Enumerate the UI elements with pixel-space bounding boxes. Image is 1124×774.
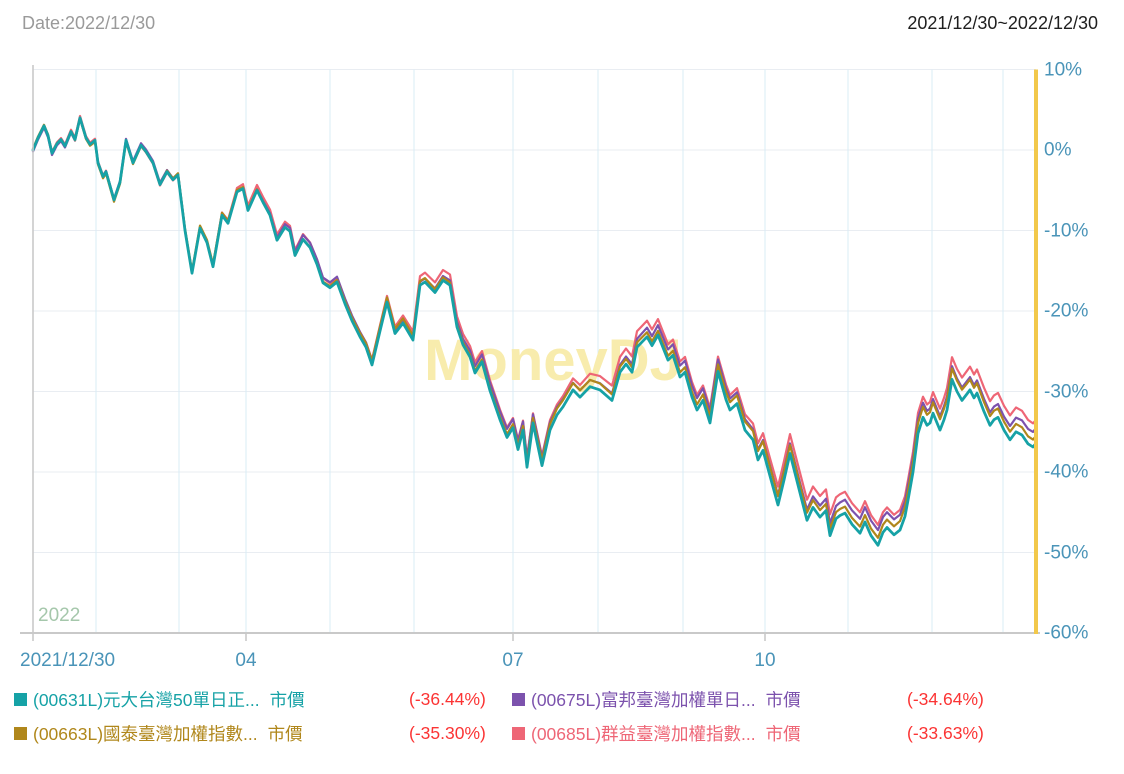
series-line-00675L — [31, 117, 1038, 532]
legend-color-swatch — [14, 693, 27, 706]
x-tick-label: 07 — [502, 650, 523, 671]
price-type-label: 市價 — [765, 690, 801, 710]
price-type-label: 市價 — [765, 724, 801, 744]
x-tick-label: 10 — [754, 650, 775, 671]
x-start-label: 2021/12/30 — [20, 650, 115, 671]
y-tick-label: 0% — [1044, 140, 1072, 161]
y-tick-label: 10% — [1044, 60, 1082, 81]
legend-item-00663L[interactable]: (00663L)國泰臺灣加權指數... 市價 (-35.30%) — [14, 721, 512, 746]
legend-item-00675L[interactable]: (00675L)富邦臺灣加權單日... 市價 (-34.64%) — [512, 687, 1010, 712]
series-line-00631L — [31, 116, 1038, 547]
y-tick-label: -50% — [1044, 543, 1088, 564]
legend-series-name: (00675L)富邦臺灣加權單日... 市價 — [531, 687, 907, 712]
axes — [20, 65, 1040, 641]
legend-color-swatch — [512, 693, 525, 706]
date-range-label: 2021/12/30~2022/12/30 — [907, 13, 1098, 33]
legend-row: (00663L)國泰臺灣加權指數... 市價 (-35.30%) (00685L)… — [14, 721, 1118, 746]
performance-chart[interactable]: MoneyDJ 10% 0% -10% -20% -30% -40% -50% … — [0, 0, 1124, 680]
legend-item-00685L[interactable]: (00685L)群益臺灣加權指數... 市價 (-33.63%) — [512, 721, 1010, 746]
y-tick-label: -10% — [1044, 221, 1088, 242]
legend-series-name: (00663L)國泰臺灣加權指數... 市價 — [33, 721, 409, 746]
chart-legend: (00631L)元大台灣50單日正... 市價 (-36.44%) (00675L… — [14, 687, 1118, 746]
legend-color-swatch — [14, 727, 27, 740]
price-type-label: 市價 — [269, 690, 305, 710]
series-change-value: (-36.44%) — [409, 689, 486, 709]
current-date-label: Date:2022/12/30 — [22, 13, 156, 33]
x-axis-labels: 2021/12/30 04 07 10 — [20, 650, 776, 671]
year-label: 2022 — [38, 605, 80, 626]
series-change-value: (-33.63%) — [907, 723, 984, 743]
y-tick-label: -20% — [1044, 301, 1088, 322]
series-label: (00685L)群益臺灣加權指數... — [531, 724, 756, 744]
series-label: (00675L)富邦臺灣加權單日... — [531, 690, 756, 710]
y-tick-label: -60% — [1044, 623, 1088, 644]
legend-series-name: (00685L)群益臺灣加權指數... 市價 — [531, 721, 907, 746]
y-axis-labels: 10% 0% -10% -20% -30% -40% -50% -60% — [1044, 60, 1088, 644]
legend-item-00631L[interactable]: (00631L)元大台灣50單日正... 市價 (-36.44%) — [14, 687, 512, 712]
y-tick-label: -40% — [1044, 462, 1088, 483]
series-line-00685L — [31, 114, 1038, 527]
x-tick-label: 04 — [235, 650, 257, 671]
legend-color-swatch — [512, 727, 525, 740]
legend-series-name: (00631L)元大台灣50單日正... 市價 — [33, 687, 409, 712]
price-type-label: 市價 — [267, 724, 303, 744]
series-label: (00631L)元大台灣50單日正... — [33, 690, 260, 710]
legend-row: (00631L)元大台灣50單日正... 市價 (-36.44%) (00675L… — [14, 687, 1118, 712]
series-lines — [31, 114, 1038, 547]
series-change-value: (-34.64%) — [907, 689, 984, 709]
series-change-value: (-35.30%) — [409, 723, 486, 743]
series-label: (00663L)國泰臺灣加權指數... — [33, 724, 258, 744]
y-tick-label: -30% — [1044, 382, 1088, 403]
